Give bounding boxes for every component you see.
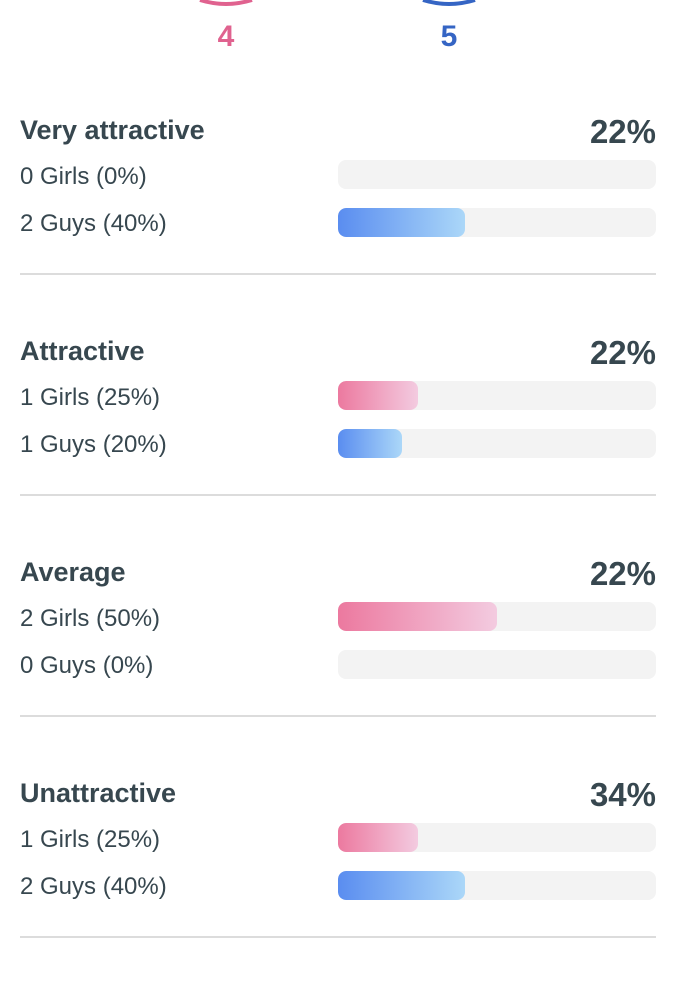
option-title: Attractive [20,336,145,366]
guys-label: 1 Guys (20%) [20,431,167,458]
bar-track [338,381,656,410]
guys-avatar-arc [422,0,476,6]
girls-avatar-arc [199,0,253,6]
guys-label: 2 Guys (40%) [20,873,167,900]
bar-track [338,160,656,189]
bar-track [338,208,656,237]
poll-option: Attractive 22% 1 Girls (25%) 1 Guys (20%) [20,320,656,541]
bar-track [338,429,656,458]
divider [20,715,656,717]
girls-count: 4 [217,20,235,53]
avatar-arcs [199,0,476,6]
bar-track [338,650,656,679]
girls-label: 2 Girls (50%) [20,605,161,632]
girls-label: 1 Girls (25%) [20,826,161,853]
girls-bar [338,381,418,410]
bar-track [338,871,656,900]
guys-count: 5 [440,20,458,53]
bar-track [338,823,656,852]
option-title: Unattractive [20,778,177,808]
guys-bar [338,429,402,458]
option-title: Average [20,557,126,587]
poll-option: Very attractive 22% 0 Girls (0%) 2 Guys (40… [20,99,656,320]
divider [20,273,656,275]
option-total: 22% [589,555,656,592]
divider [20,494,656,496]
guys-label: 0 Guys (0%) [20,652,154,679]
option-total: 22% [589,113,656,150]
guys-bar [338,871,466,900]
guys-label: 2 Guys (40%) [20,210,167,237]
girls-bar [338,602,497,631]
option-title: Very attractive [20,115,205,145]
divider [20,936,656,938]
page: 4 5 Very attractive 22% 0 Girls (0%) 2 Guys… [20,0,656,938]
girls-label: 0 Girls (0%) [20,163,147,190]
option-total: 22% [589,334,656,371]
girls-label: 1 Girls (25%) [20,384,161,411]
guys-bar [338,208,466,237]
girls-bar [338,823,418,852]
bar-track [338,602,656,631]
option-total: 34% [589,776,656,813]
poll-option: Unattractive 34% 1 Girls (25%) 2 Guys (40%) [20,762,656,983]
poll-option: Average 22% 2 Girls (50%) 0 Guys (0%) [20,541,656,762]
